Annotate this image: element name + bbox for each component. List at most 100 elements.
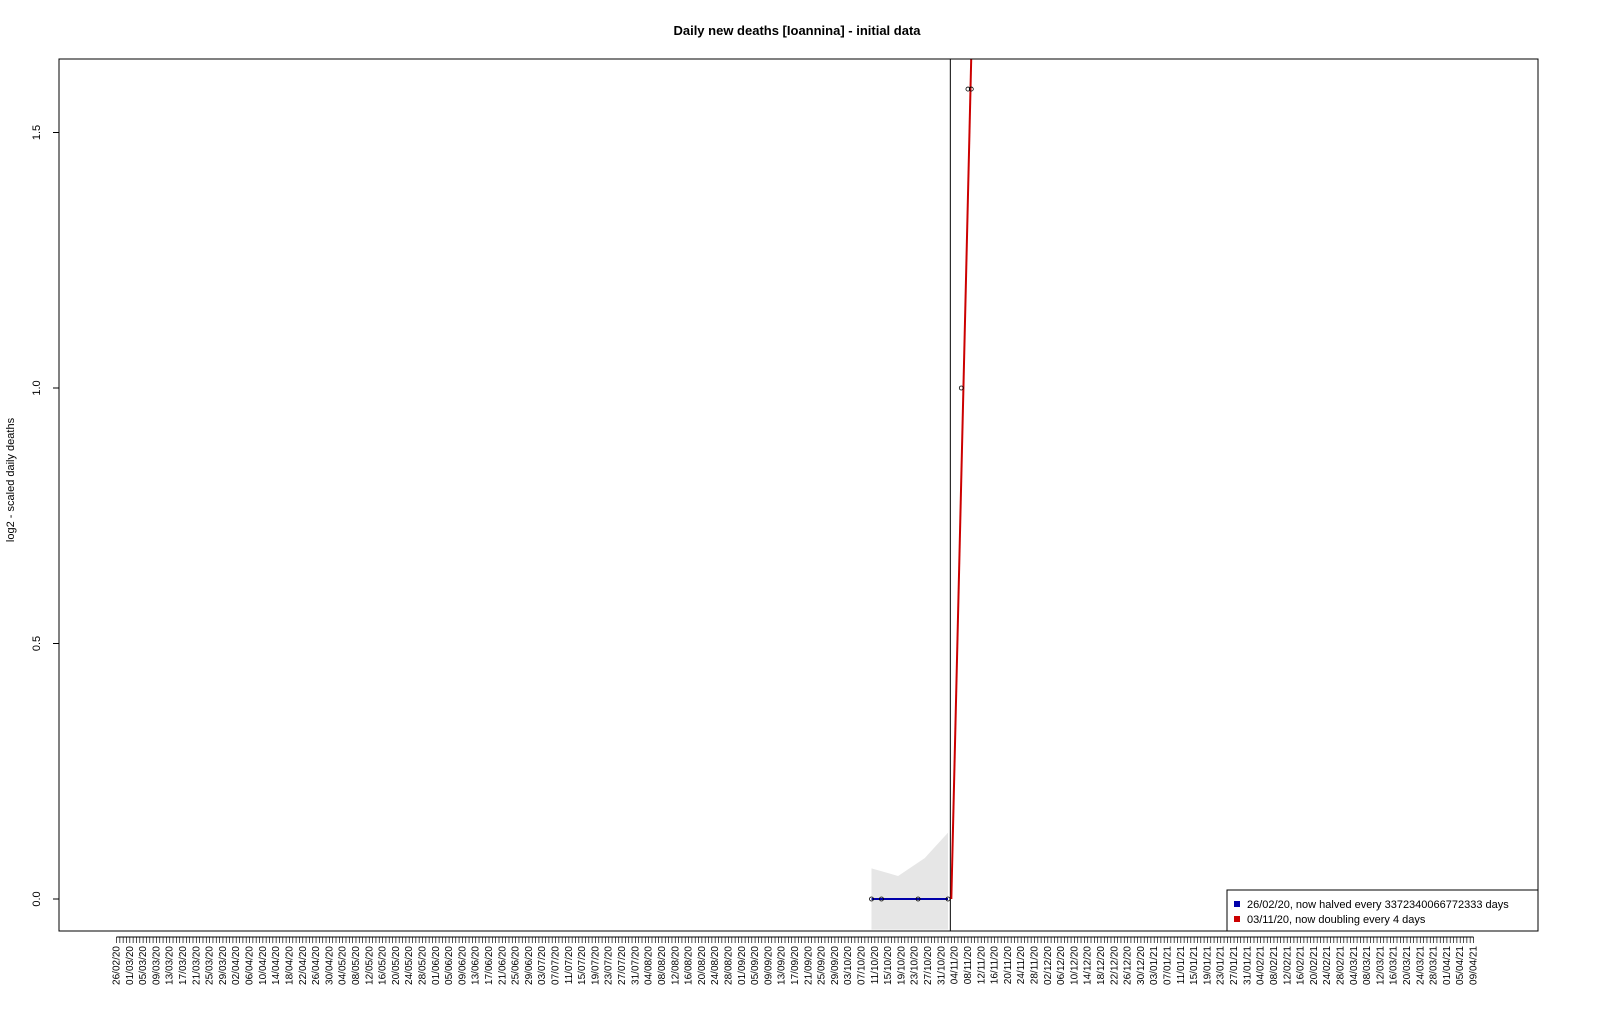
x-tick-label: 04/05/20	[338, 946, 349, 985]
x-tick-label: 08/03/21	[1362, 946, 1373, 985]
x-tick-label: 27/07/20	[617, 946, 628, 985]
x-tick-label: 13/03/20	[165, 946, 176, 985]
x-tick-label: 15/07/20	[577, 946, 588, 985]
x-tick-label: 22/04/20	[298, 946, 309, 985]
x-tick-label: 18/12/20	[1096, 946, 1107, 985]
x-tick-label: 10/12/20	[1069, 946, 1080, 985]
x-tick-label: 13/09/20	[777, 946, 788, 985]
data-point-1	[869, 896, 874, 902]
x-tick-label: 04/11/20	[950, 946, 961, 985]
x-tick-label: 19/01/21	[1202, 946, 1213, 985]
x-tick-label: 04/03/21	[1349, 946, 1360, 985]
x-tick-label: 28/02/21	[1335, 946, 1346, 985]
x-tick-label: 05/04/21	[1455, 946, 1466, 985]
data-point-5	[958, 385, 964, 391]
x-tick-label: 05/03/20	[138, 946, 149, 985]
x-tick-label: 31/10/20	[936, 946, 947, 985]
x-tick-label: 24/02/21	[1322, 946, 1333, 985]
data-point-3	[915, 896, 921, 902]
y-axis: 0.0 0.5 1.0 1.5	[31, 125, 60, 907]
x-tick-label: 07/07/20	[551, 946, 562, 985]
x-tick-label: 23/07/20	[604, 946, 615, 985]
x-tick-label: 16/02/21	[1296, 946, 1307, 985]
x-tick-label: 26/12/20	[1123, 946, 1134, 985]
x-tick-label: 20/03/21	[1402, 946, 1413, 985]
x-tick-label: 13/06/20	[471, 946, 482, 985]
x-tick-label: 25/03/20	[205, 946, 216, 985]
x-tick-label: 01/04/21	[1442, 946, 1453, 985]
x-tick-label: 29/06/20	[524, 946, 535, 985]
x-tick-label: 18/04/20	[284, 946, 295, 985]
confidence-band	[871, 832, 948, 930]
data-point-7	[968, 86, 974, 92]
x-tick-label: 08/05/20	[351, 946, 362, 985]
x-tick-label: 03/01/21	[1149, 946, 1160, 985]
x-tick-label: 05/09/20	[750, 946, 761, 985]
x-tick-label: 20/02/21	[1309, 946, 1320, 985]
x-tick-label: 11/07/20	[564, 946, 575, 985]
chart-title: Daily new deaths [Ioannina] - initial da…	[673, 23, 921, 38]
x-tick-label: 16/03/21	[1389, 946, 1400, 985]
x-tick-label: 09/03/20	[151, 946, 162, 985]
x-tick-label: 27/01/21	[1229, 946, 1240, 985]
legend: 26/02/20, now halved every 3372340066772…	[1226, 889, 1539, 932]
x-tick-label: 20/11/20	[1003, 946, 1014, 985]
x-tick-label: 11/01/21	[1176, 946, 1187, 985]
x-tick-label: 04/08/20	[644, 946, 655, 985]
x-tick-label: 06/12/20	[1056, 946, 1067, 985]
x-tick-label: 16/11/20	[990, 946, 1001, 985]
x-tick-label: 07/01/21	[1163, 946, 1174, 985]
x-tick-label: 19/10/20	[896, 946, 907, 985]
x-tick-label: 29/09/20	[830, 946, 841, 985]
x-tick-label: 26/04/20	[311, 946, 322, 985]
x-tick-label: 26/02/20	[112, 946, 123, 985]
x-tick-label: 30/04/20	[324, 946, 335, 985]
x-tick-label: 12/11/20	[976, 946, 987, 985]
x-tick-label: 28/11/20	[1029, 946, 1040, 985]
x-tick-label: 04/02/21	[1256, 946, 1267, 985]
x-tick-label: 10/04/20	[258, 946, 269, 985]
x-tick-label: 31/07/20	[630, 946, 641, 985]
x-tick-label: 21/06/20	[497, 946, 508, 985]
x-tick-label: 24/03/21	[1415, 946, 1426, 985]
y-tick-label: 1.5	[31, 125, 43, 140]
x-tick-label: 14/04/20	[271, 946, 282, 985]
legend-label-2: 03/11/20, now doubling every 4 days	[1247, 914, 1426, 926]
x-tick-label: 03/10/20	[843, 946, 854, 985]
y-axis-label: log2 - scaled daily deaths	[5, 417, 17, 542]
x-tick-label: 25/09/20	[817, 946, 828, 985]
x-tick-label: 09/06/20	[457, 946, 468, 985]
x-tick-label: 12/08/20	[670, 946, 681, 985]
y-tick-label: 0.0	[31, 891, 43, 906]
x-tick-label: 29/03/20	[218, 946, 229, 985]
legend-swatch-2	[1234, 916, 1240, 922]
y-tick-label: 1.0	[31, 380, 43, 395]
plot-frame	[58, 58, 1539, 932]
x-tick-label: 17/03/20	[178, 946, 189, 985]
x-tick-label: 15/01/21	[1189, 946, 1200, 985]
x-tick-label: 14/12/20	[1083, 946, 1094, 985]
x-tick-label: 01/03/20	[125, 946, 136, 985]
x-tick-label: 23/10/20	[910, 946, 921, 985]
x-tick-label: 16/05/20	[378, 946, 389, 985]
x-tick-label: 15/10/20	[883, 946, 894, 985]
x-tick-label: 02/04/20	[231, 946, 242, 985]
x-tick-label: 28/03/21	[1429, 946, 1440, 985]
legend-box	[1226, 889, 1539, 932]
x-tick-label: 28/05/20	[417, 946, 428, 985]
x-tick-label: 08/08/20	[657, 946, 668, 985]
x-tick-label: 27/10/20	[923, 946, 934, 985]
x-tick-label: 17/09/20	[790, 946, 801, 985]
x-tick-label: 24/05/20	[404, 946, 415, 985]
x-tick-label: 12/02/21	[1282, 946, 1293, 985]
x-tick-label: 28/08/20	[723, 946, 734, 985]
x-tick-label: 12/05/20	[364, 946, 375, 985]
data-point-4	[945, 896, 951, 902]
x-tick-label: 25/06/20	[511, 946, 522, 985]
x-tick-label: 03/07/20	[537, 946, 548, 985]
x-tick-label: 21/03/20	[191, 946, 202, 985]
x-axis: 26/02/20 01/03/20 05/03/20 09/03/20 13/03/20…	[112, 936, 1480, 985]
x-tick-label: 01/09/20	[737, 946, 748, 985]
plot-area	[869, 59, 974, 931]
